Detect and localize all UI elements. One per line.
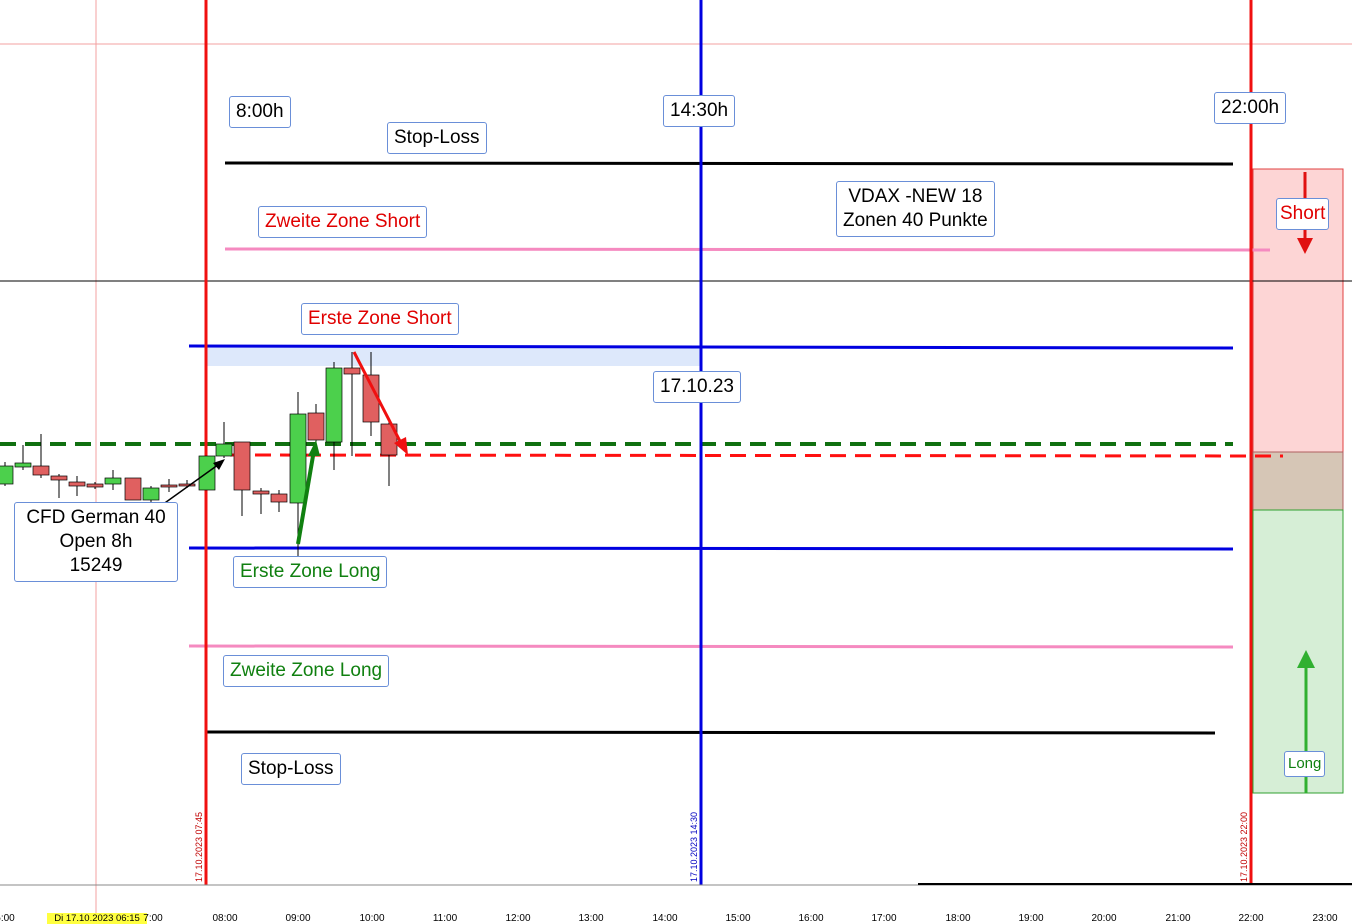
candle-body (142, 487, 160, 501)
side-label: Short (1276, 198, 1330, 230)
second-short-line (224, 247, 1271, 252)
x-tick-label: 5:00 (0, 913, 15, 924)
arrow-head (1297, 650, 1315, 668)
first-long-line (188, 546, 1234, 551)
candle-body (86, 483, 104, 488)
cursor-highlight (47, 913, 147, 924)
candle-body (343, 367, 361, 375)
arrow-head (394, 437, 408, 455)
candle-body (160, 484, 178, 488)
stop-loss-line (206, 730, 1216, 735)
side-label: Long (1284, 751, 1326, 777)
vertical-date: 17.10.2023 22:00 (1239, 811, 1249, 882)
info-text: VDAX -NEW 18 (848, 186, 983, 207)
candle-body (104, 477, 122, 485)
date-label: 17.10.23 (653, 371, 741, 403)
candle-body (289, 413, 307, 504)
zone-label: Zweite Zone Short (258, 206, 428, 238)
x-tick-label: 10:00 (359, 913, 385, 924)
candle-body (50, 475, 68, 481)
candle-body (307, 412, 325, 441)
candle-body (233, 441, 251, 491)
zone-label: Stop-Loss (241, 753, 341, 785)
x-tick-label: 19:00 (1018, 913, 1044, 924)
time-marker: 14:30h (663, 95, 736, 127)
zone-label: Zweite Zone Long (223, 655, 390, 687)
cursor-label: Di 17.10.2023 06:15 (54, 913, 140, 924)
info-box: VDAX -NEW 18 Zonen 40 Punkte (836, 181, 995, 237)
second-long-line (188, 644, 1234, 649)
candle-body (270, 493, 288, 503)
info-text: Zonen 40 Punkte (843, 210, 988, 231)
open-note: CFD German 40 Open 8h 15249 (14, 502, 178, 582)
mid-zone (1252, 451, 1344, 511)
x-tick-label: 12:00 (505, 913, 531, 924)
note-text: Open 8h (59, 531, 133, 552)
candle-body (325, 367, 343, 443)
x-tick-label: 7:00 (143, 913, 163, 924)
arrow-head (213, 459, 225, 470)
arrow (352, 351, 405, 448)
x-tick-label: 22:00 (1238, 913, 1264, 924)
arrow (296, 449, 316, 545)
x-tick-label: 21:00 (1165, 913, 1191, 924)
stop-loss-line (224, 161, 1234, 166)
candle-body (124, 477, 142, 501)
zone-label: Erste Zone Long (233, 556, 388, 588)
x-tick-label: 09:00 (285, 913, 311, 924)
candles (0, 352, 398, 560)
x-tick-label: 11:00 (432, 913, 458, 924)
candle-body (14, 462, 32, 468)
note-text: 15249 (69, 555, 123, 576)
first-short-zone (206, 347, 701, 366)
candle-body (215, 443, 233, 457)
first-short-line (188, 344, 1234, 350)
zone-label: Erste Zone Short (301, 303, 459, 335)
candle-body (178, 483, 196, 487)
candle-body (68, 481, 86, 487)
arrow-head (308, 440, 320, 456)
candle-body (0, 465, 14, 485)
x-tick-label: 13:00 (578, 913, 604, 924)
x-tick-label: 15:00 (725, 913, 751, 924)
x-tick-label: 14:00 (652, 913, 678, 924)
vertical-date: 17.10.2023 07:45 (194, 811, 204, 882)
x-tick-label: 17:00 (871, 913, 897, 924)
time-marker: 8:00h (229, 96, 291, 128)
note-text: CFD German 40 (26, 507, 166, 528)
x-tick-label: 18:00 (945, 913, 971, 924)
zone-label: Stop-Loss (387, 122, 487, 154)
x-tick-label: 08:00 (212, 913, 238, 924)
x-tick-label: 16:00 (798, 913, 824, 924)
candle-body (252, 490, 270, 495)
long-zone (1252, 509, 1344, 794)
arrow-head (1297, 238, 1313, 254)
candle-body (380, 423, 398, 456)
time-marker: 22:00h (1214, 92, 1287, 124)
vertical-date: 17.10.2023 14:30 (689, 811, 699, 882)
candle-body (32, 465, 50, 476)
dashed-line (229, 453, 1284, 458)
x-tick-label: 23:00 (1312, 913, 1338, 924)
x-tick-label: 20:00 (1091, 913, 1117, 924)
